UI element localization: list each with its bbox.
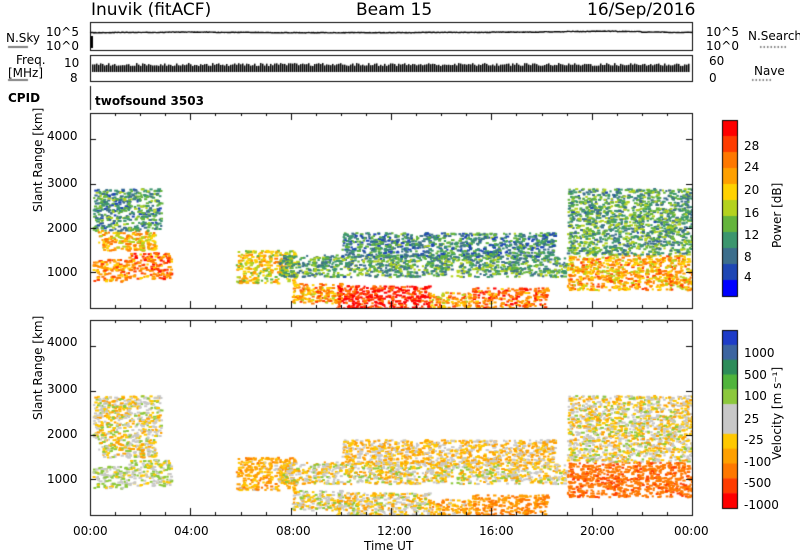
x-tick: 12:00 — [377, 524, 412, 538]
velocity-cb-tick: -100 — [744, 455, 772, 469]
freq-label-line2: [MHz] — [8, 66, 44, 80]
power-cb-tick: 12 — [744, 228, 760, 242]
x-tick: 00:00 — [73, 524, 108, 538]
cpid-label: CPID — [8, 91, 41, 105]
nave-label: Nave — [754, 64, 785, 78]
velocity-cb-tick: -1000 — [744, 498, 779, 512]
velocity-cb-tick: 500 — [744, 368, 767, 382]
velocity-cb-label: Velocity [m s⁻¹] — [770, 366, 784, 460]
power-ylabel: Slant Range [km] — [31, 107, 45, 212]
freq-left-tick-bottom: 8 — [70, 71, 78, 85]
cpid-value: twofsound 3503 — [95, 94, 204, 108]
power-ytick-3000: 3000 — [47, 176, 78, 190]
velocity-ytick-3000: 3000 — [47, 382, 78, 396]
power-cb-tick: 8 — [744, 250, 752, 264]
velocity-cb-tick: -25 — [744, 433, 764, 447]
velocity-cb-tick: -500 — [744, 476, 772, 490]
freq-label-line1: Freq. — [16, 53, 46, 67]
nave-right-tick-bottom: 0 — [709, 71, 717, 85]
freq-left-tick-top: 10 — [64, 56, 80, 70]
velocity-ytick-1000: 1000 — [47, 472, 78, 486]
noise-right-tick-bottom: 10^0 — [706, 39, 739, 53]
x-tick: 08:00 — [276, 524, 311, 538]
nsearch-label: N.Search — [748, 29, 800, 43]
power-cb-tick: 28 — [744, 139, 760, 153]
date-title: 16/Sep/2016 — [587, 0, 696, 20]
power-cb-tick: 20 — [744, 183, 760, 197]
velocity-cb-tick: 25 — [744, 412, 760, 426]
nsky-label: N.Sky — [6, 31, 41, 45]
power-cb-tick: 24 — [744, 160, 760, 174]
station-title: Inuvik (fitACF) — [91, 0, 212, 20]
velocity-ylabel: Slant Range [km] — [31, 315, 45, 420]
x-tick: 20:00 — [580, 524, 615, 538]
velocity-cb-tick: 100 — [744, 389, 767, 403]
x-tick: 04:00 — [174, 524, 209, 538]
nave-right-tick-top: 60 — [709, 54, 725, 68]
x-tick: 00:00 — [674, 524, 709, 538]
beam-title: Beam 15 — [356, 0, 433, 20]
power-ytick-4000: 4000 — [47, 129, 78, 143]
velocity-cb-tick: 1000 — [744, 346, 775, 360]
power-cb-tick: 4 — [744, 270, 752, 284]
x-tick: 16:00 — [479, 524, 514, 538]
power-ytick-2000: 2000 — [47, 221, 78, 235]
noise-left-tick-bottom: 10^0 — [46, 39, 79, 53]
power-cb-label: Power [dB] — [770, 182, 784, 248]
noise-right-tick-top: 10^5 — [706, 25, 739, 39]
power-ytick-1000: 1000 — [47, 265, 78, 279]
x-axis-label: Time UT — [364, 539, 414, 553]
power-cb-tick: 16 — [744, 206, 760, 220]
velocity-ytick-4000: 4000 — [47, 335, 78, 349]
noise-left-tick-top: 10^5 — [46, 25, 79, 39]
velocity-ytick-2000: 2000 — [47, 427, 78, 441]
